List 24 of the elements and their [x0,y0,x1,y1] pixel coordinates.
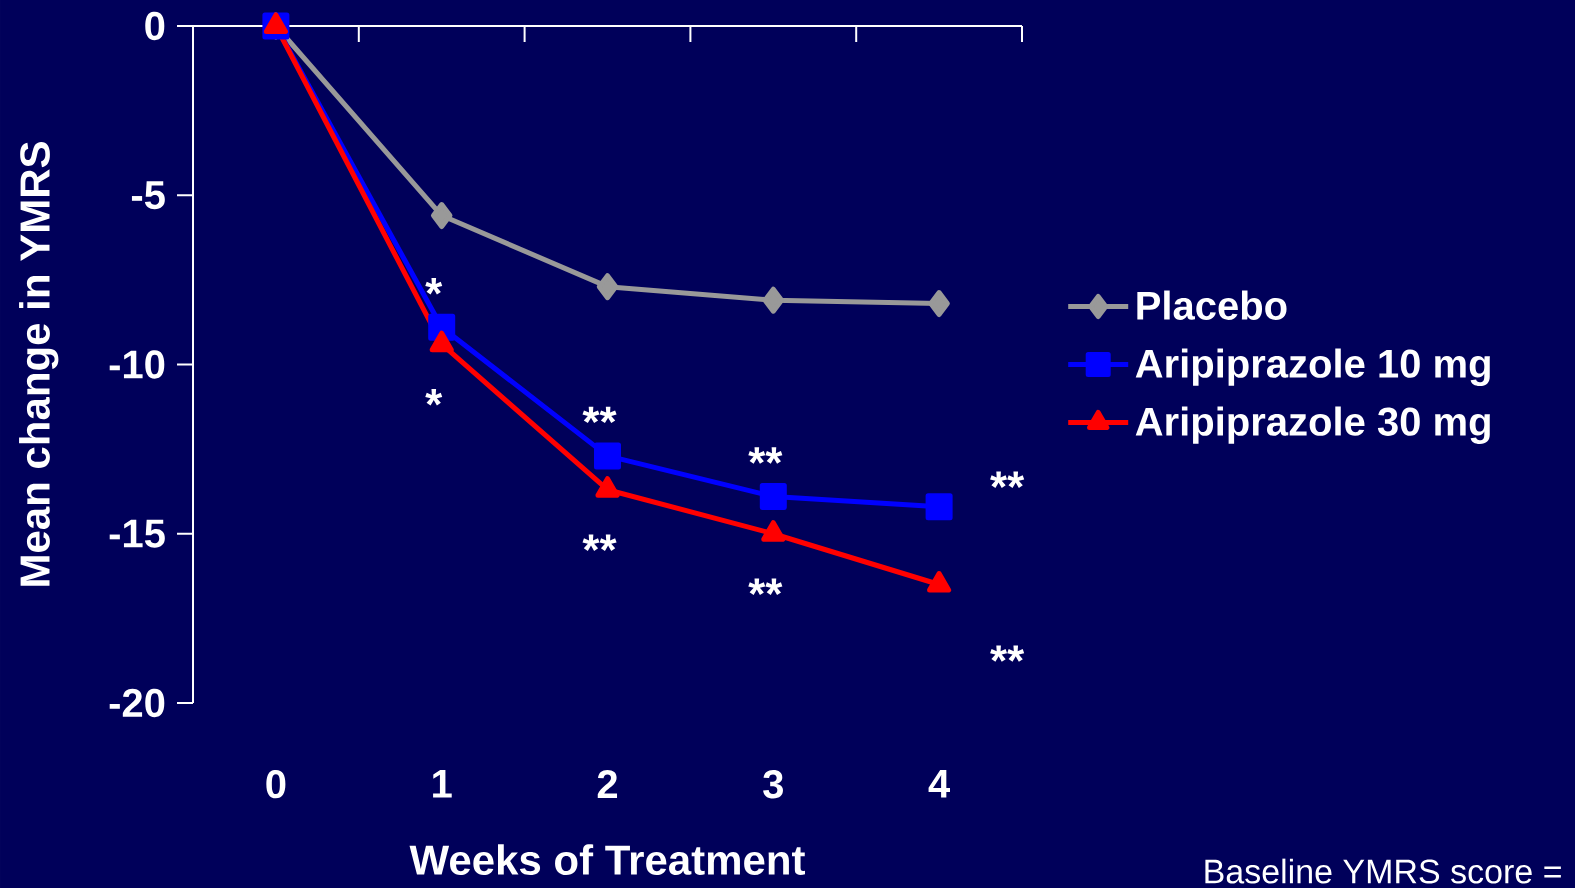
annotation: ** [748,578,783,595]
x-axis-title: Weeks of Treatment [409,844,805,876]
y-tick-label: -5 [131,181,165,210]
x-tick-label: 1 [433,770,452,798]
annotation: ** [582,534,617,551]
annotation: * [425,389,443,406]
y-tick-label: -20 [109,688,165,718]
x-tick-label: 3 [763,770,783,799]
text: Baseline YMRS score = [1205,858,1561,884]
y-tick-label: -15 [109,519,165,548]
annotation: * [425,278,443,295]
annotation: ** [748,447,783,464]
legend-label: Aripiprazole 10 mg [1135,348,1490,386]
x-tick-label: 4 [928,770,950,798]
legend-label: Placebo [1137,290,1287,320]
y-tick-label: 0 [145,11,165,41]
annotation: ** [990,645,1025,662]
annotation: ** [990,471,1025,488]
legend-label: Aripiprazole 30 mg [1135,406,1490,444]
y-axis-title: Mean change in YMRS [19,142,59,586]
x-tick-label: 0 [266,770,286,799]
y-tick-label: -10 [109,350,165,379]
annotation: ** [582,406,617,424]
x-tick-label: 2 [597,770,618,798]
